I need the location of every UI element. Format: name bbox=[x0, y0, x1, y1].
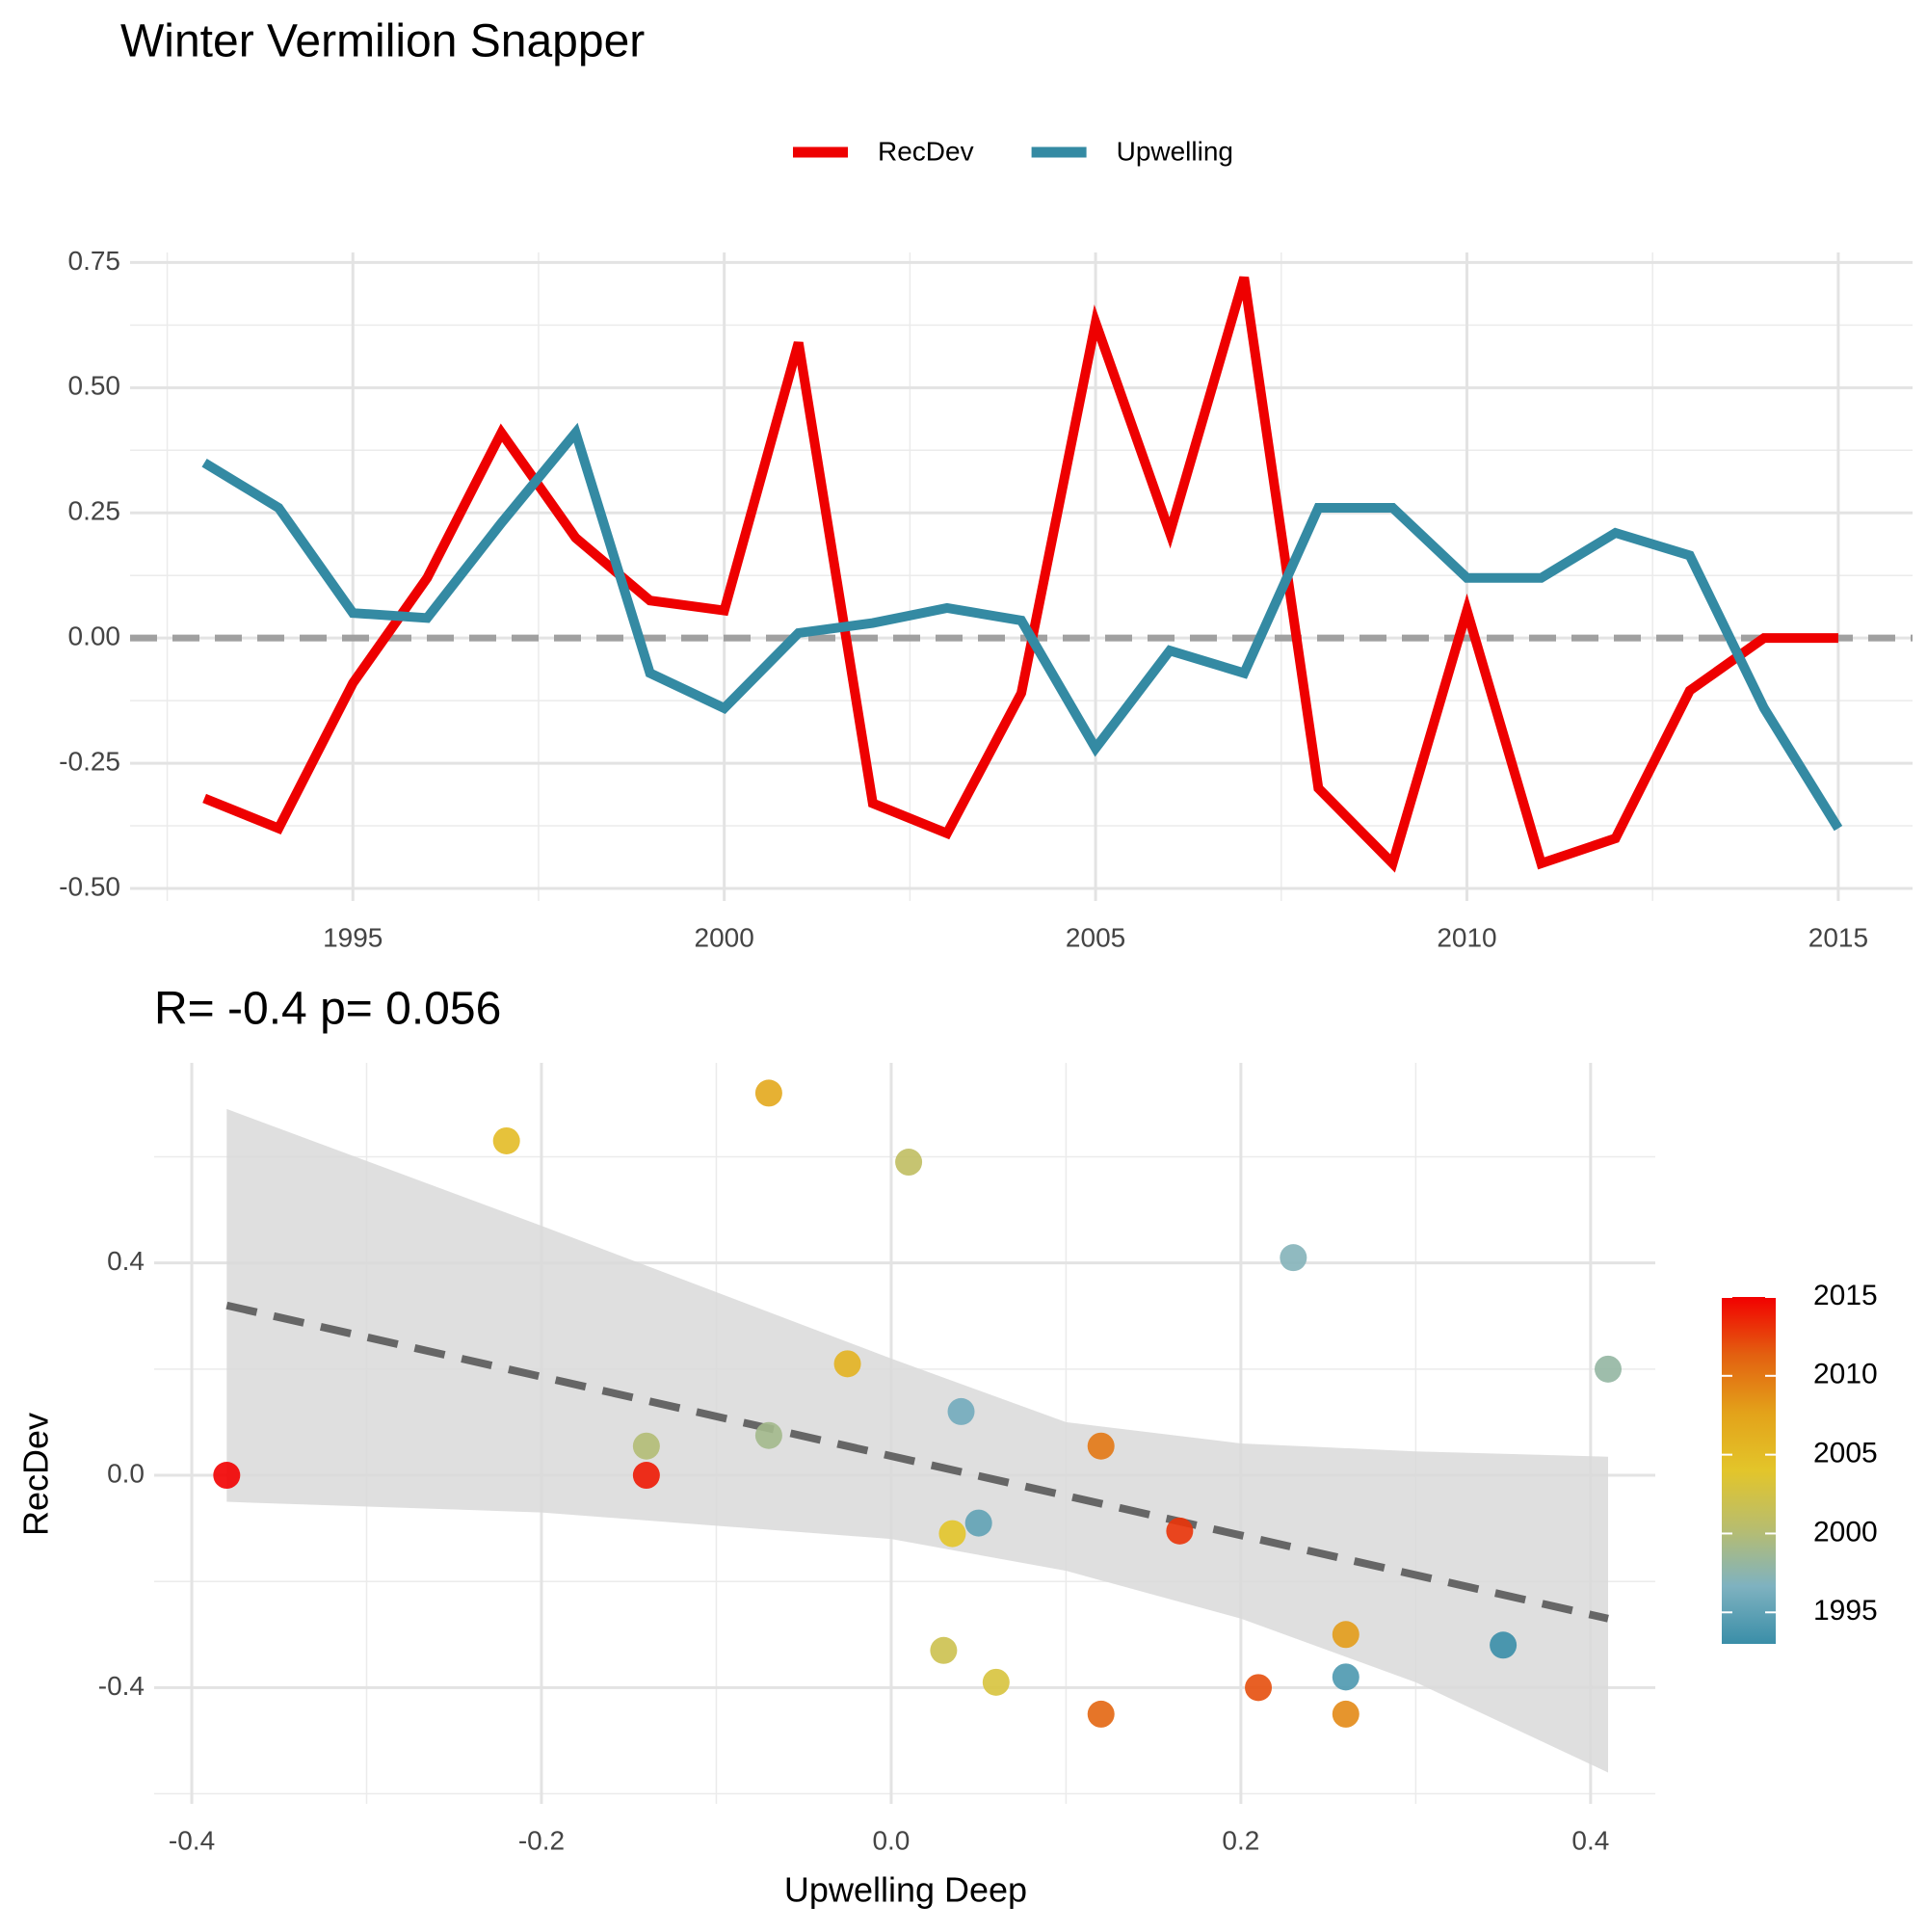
x-tick-label: 2005 bbox=[1066, 922, 1125, 952]
confidence-band bbox=[226, 1108, 1609, 1773]
scatter-point bbox=[1087, 1432, 1115, 1460]
panel-title: R= -0.4 p= 0.056 bbox=[154, 984, 501, 1035]
scatter-point bbox=[964, 1509, 992, 1537]
y-tick-label: 0.25 bbox=[68, 496, 121, 526]
trend-line bbox=[225, 1301, 1609, 1623]
scatter-point bbox=[1087, 1700, 1115, 1728]
y-axis-label: RecDev bbox=[16, 1413, 56, 1536]
scatter-point bbox=[938, 1520, 966, 1548]
scatter-point bbox=[1332, 1700, 1359, 1728]
x-tick-label: 0.2 bbox=[1222, 1825, 1259, 1855]
x-axis-label: Upwelling Deep bbox=[784, 1870, 1027, 1910]
scatter-point bbox=[1245, 1674, 1273, 1702]
x-tick-label: 1995 bbox=[323, 922, 383, 952]
scatter-point bbox=[213, 1462, 241, 1490]
x-tick-label: 2000 bbox=[695, 922, 754, 952]
y-tick-label: 0.00 bbox=[68, 622, 121, 651]
colorbar bbox=[1722, 1297, 1776, 1644]
scatter-point bbox=[982, 1668, 1010, 1696]
y-tick-label: -0.50 bbox=[59, 871, 120, 901]
scatter-point bbox=[1332, 1663, 1359, 1691]
scatter-point bbox=[947, 1397, 975, 1425]
x-tick-label: 0.0 bbox=[872, 1825, 910, 1855]
colorbar-label: 2010 bbox=[1813, 1359, 1878, 1390]
x-tick-label: 0.4 bbox=[1571, 1825, 1609, 1855]
x-tick-label: -0.2 bbox=[518, 1825, 565, 1855]
scatter-point bbox=[1332, 1621, 1359, 1649]
legend-label: RecDev bbox=[878, 136, 974, 166]
colorbar-label: 1995 bbox=[1813, 1595, 1878, 1627]
x-tick-label: 2015 bbox=[1808, 922, 1868, 952]
colorbar-label: 2000 bbox=[1813, 1516, 1878, 1548]
y-tick-label: 0.75 bbox=[68, 246, 121, 276]
y-tick-label: 0.0 bbox=[107, 1458, 145, 1488]
x-tick-label: -0.4 bbox=[169, 1825, 215, 1855]
y-tick-label: 0.4 bbox=[107, 1246, 145, 1276]
chart-title: Winter Vermilion Snapper bbox=[120, 16, 645, 67]
colorbar-label: 2015 bbox=[1813, 1280, 1878, 1311]
scatter-point bbox=[895, 1149, 923, 1177]
scatter-point bbox=[632, 1462, 660, 1490]
scatter-point bbox=[930, 1636, 958, 1664]
series-line bbox=[201, 422, 1843, 832]
scatter-point bbox=[754, 1421, 782, 1449]
colorbar-label: 2005 bbox=[1813, 1438, 1878, 1469]
scatter-point bbox=[754, 1079, 782, 1107]
legend-label: Upwelling bbox=[1117, 136, 1233, 166]
scatter-point bbox=[1595, 1355, 1623, 1383]
series-line bbox=[202, 276, 1838, 873]
scatter-point bbox=[492, 1126, 520, 1154]
scatter-point bbox=[833, 1350, 861, 1378]
scatter-point bbox=[1490, 1631, 1518, 1659]
y-tick-label: -0.4 bbox=[98, 1671, 145, 1701]
scatter-point bbox=[1280, 1244, 1307, 1272]
scatter-point bbox=[1166, 1517, 1194, 1545]
x-tick-label: 2010 bbox=[1437, 922, 1496, 952]
scatter-point bbox=[632, 1432, 660, 1460]
y-tick-label: 0.50 bbox=[68, 371, 121, 401]
y-tick-label: -0.25 bbox=[59, 746, 120, 776]
